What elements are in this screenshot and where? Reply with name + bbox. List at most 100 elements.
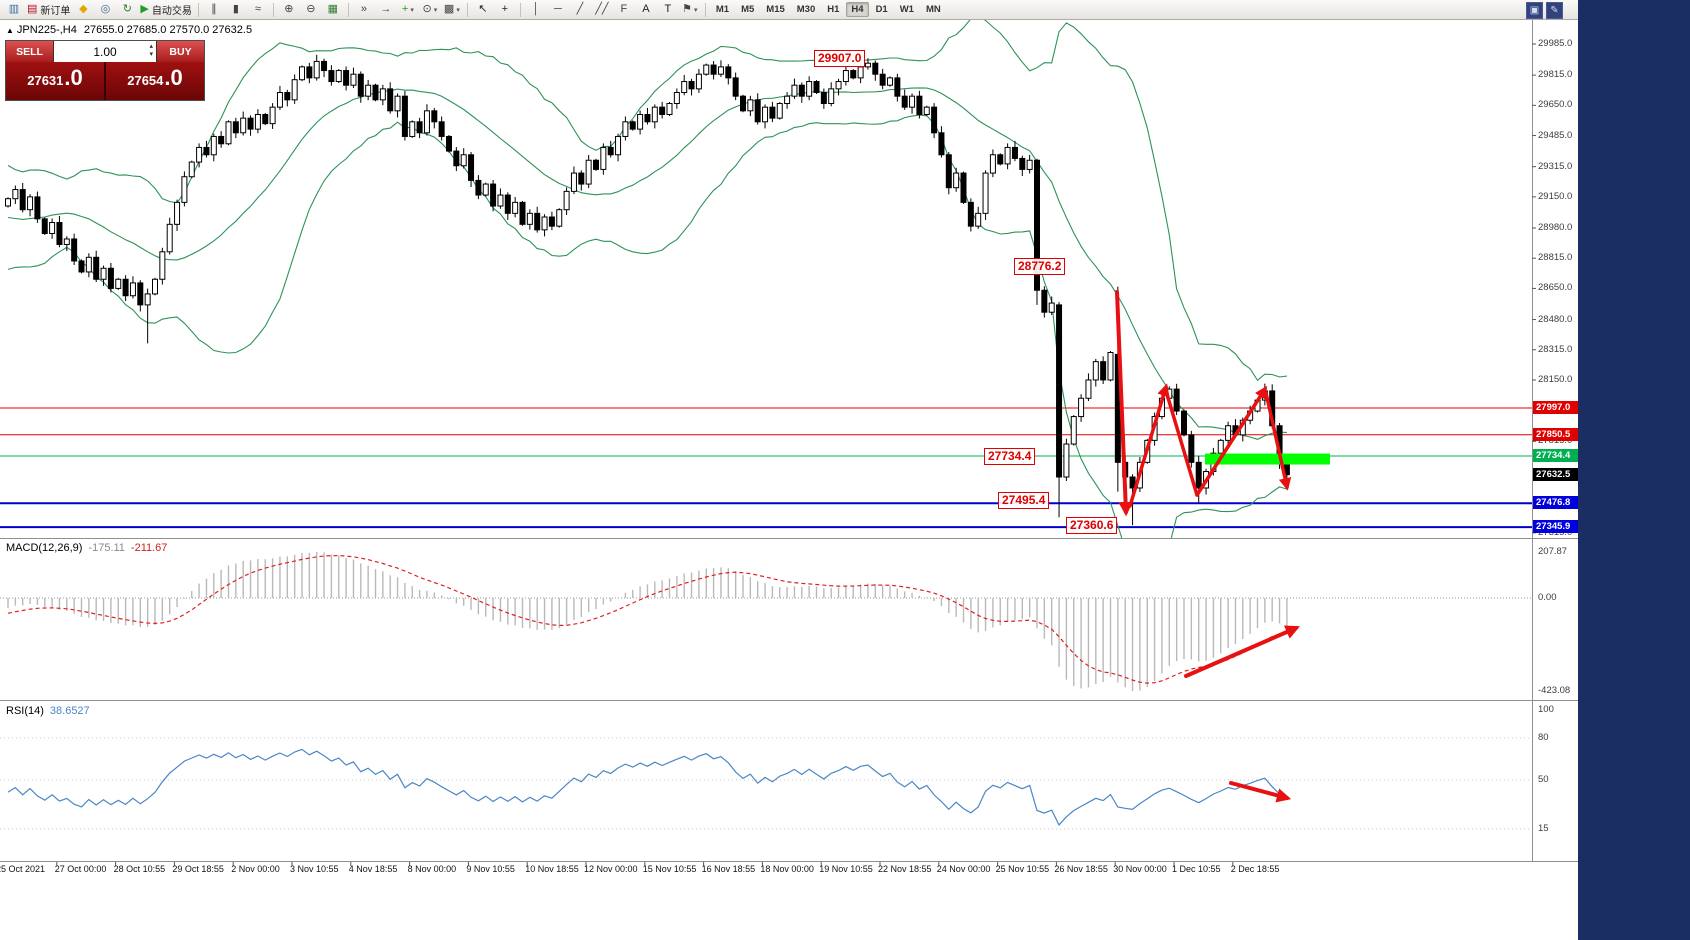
- annotation-arrow[interactable]: [1184, 625, 1300, 678]
- dock-edit-icon[interactable]: ✎: [1546, 2, 1563, 19]
- spinner-down-icon[interactable]: ▾: [149, 51, 153, 58]
- buy-price-main: 27654: [127, 73, 164, 88]
- macd-panel[interactable]: [0, 551, 1532, 692]
- macd-signal-line: [7, 554, 1288, 684]
- chart-shift-icon-glyph: →: [380, 3, 392, 15]
- crosshair-icon-glyph: +: [501, 3, 509, 15]
- annotation-arrow[interactable]: [1164, 389, 1199, 497]
- arrows-tool-icon-glyph: ⚑: [682, 3, 693, 15]
- arrows-tool-icon[interactable]: ⚑ ▾: [679, 1, 701, 18]
- periods-icon[interactable]: ⊙ ▾: [419, 1, 441, 18]
- auto-scroll-icon-glyph: »: [360, 3, 367, 15]
- metaeditor-icon[interactable]: ◆: [72, 1, 94, 18]
- autotrading-button[interactable]: ▶ 自动交易: [138, 1, 193, 18]
- chart-shift-icon[interactable]: →: [375, 1, 397, 18]
- dock-restore-icon[interactable]: ▣: [1526, 2, 1543, 19]
- volume-input[interactable]: 1.00 ▴ ▾: [53, 41, 157, 62]
- annotation-arrow[interactable]: [1195, 385, 1268, 497]
- label-icon-glyph: T: [664, 3, 672, 15]
- text-icon[interactable]: A: [635, 1, 657, 18]
- bar-chart-icon-glyph: ∥: [211, 3, 217, 15]
- sell-price-button[interactable]: 27631 .0: [6, 62, 104, 100]
- chevron-down-icon: ▾: [694, 6, 698, 14]
- annotation-arrow[interactable]: [1115, 290, 1133, 517]
- periods-icon-glyph: ⊙: [422, 3, 432, 15]
- cursor-icon[interactable]: ↖: [472, 1, 494, 18]
- crosshair-icon[interactable]: +: [494, 1, 516, 18]
- toolbar-separator: [519, 2, 521, 17]
- sell-price-pips: .0: [64, 65, 83, 90]
- autotrading-glyph: ▶: [140, 3, 149, 15]
- timeframe-H1[interactable]: H1: [827, 4, 840, 15]
- timeframe-M15[interactable]: M15: [766, 4, 785, 15]
- bollinger-band-line: [7, 114, 1288, 538]
- timeframe-H4[interactable]: H4: [846, 2, 869, 17]
- templates-icon[interactable]: ▩ ▾: [441, 1, 463, 18]
- toolbar-separator: [466, 2, 468, 17]
- timeframe-MN[interactable]: MN: [925, 4, 941, 15]
- fibonacci-icon-glyph: F: [620, 3, 628, 15]
- candlestick-chart-icon-glyph: ▮: [232, 3, 239, 15]
- timeframe-M30[interactable]: M30: [796, 4, 816, 15]
- metaeditor-icon-glyph: ◆: [79, 3, 88, 15]
- spinner-up-icon[interactable]: ▴: [149, 43, 153, 50]
- buy-price-pips: .0: [164, 65, 183, 90]
- rsi-panel[interactable]: [0, 737, 1532, 830]
- timeframe-W1[interactable]: W1: [899, 4, 914, 15]
- horizontal-line-icon-glyph: ─: [553, 3, 562, 15]
- chevron-down-icon: ▾: [433, 6, 438, 14]
- volume-spinner[interactable]: ▴ ▾: [149, 43, 153, 59]
- rsi-line: [7, 748, 1288, 826]
- annotation-arrow[interactable]: [1128, 383, 1170, 508]
- dock-icons: ▣ ✎: [1526, 2, 1563, 19]
- green-zone-rectangle[interactable]: [1205, 453, 1330, 465]
- label-icon[interactable]: T: [657, 1, 679, 18]
- horizontal-line-icon[interactable]: ─: [547, 1, 569, 18]
- new-order-button-label: 新订单: [40, 6, 71, 17]
- fibonacci-icon[interactable]: F: [613, 1, 635, 18]
- annotation-arrow[interactable]: [1264, 391, 1292, 491]
- templates-icon-glyph: ▩: [443, 3, 455, 15]
- zoom-in-icon[interactable]: ⊕: [278, 1, 300, 18]
- new-order-button[interactable]: ▤ 新订单: [25, 1, 72, 18]
- line-chart-icon[interactable]: ≈: [247, 1, 269, 18]
- buy-price-button[interactable]: 27654 .0: [104, 62, 204, 100]
- toolbar-separator: [197, 2, 199, 17]
- one-click-trading-widget: SELL 1.00 ▴ ▾ BUY 27631 .0 27654 .0: [5, 40, 205, 101]
- zoom-out-icon[interactable]: ⊖: [300, 1, 322, 18]
- timeframe-D1[interactable]: D1: [875, 4, 888, 15]
- refresh-icon-glyph: ↻: [122, 3, 133, 15]
- timeframe-M5[interactable]: M5: [741, 4, 755, 15]
- strategy-tester-icon-glyph: ◎: [100, 3, 111, 15]
- bollinger-band-line: [7, 20, 1287, 382]
- annotation-arrow[interactable]: [1229, 781, 1292, 803]
- text-icon-glyph: A: [642, 3, 650, 15]
- toolbar-separator: [704, 2, 706, 17]
- bar-chart-icon[interactable]: ∥: [203, 1, 225, 18]
- timeframe-M1[interactable]: M1: [715, 4, 730, 15]
- trendline-icon[interactable]: ╱: [569, 1, 591, 18]
- charts-window-icon-glyph: ▥: [8, 3, 20, 15]
- volume-value: 1.00: [93, 44, 117, 59]
- indicators-icon-glyph: +: [401, 3, 409, 15]
- auto-scroll-icon[interactable]: »: [353, 1, 375, 18]
- vertical-line-icon[interactable]: │: [525, 1, 547, 18]
- refresh-icon[interactable]: ↻: [116, 1, 138, 18]
- zoom-out-icon-glyph: ⊖: [306, 3, 316, 15]
- line-chart-icon-glyph: ≈: [254, 3, 261, 15]
- candlestick-chart-icon[interactable]: ▮: [225, 1, 247, 18]
- toolbar: ▥ ▤ 新订单 ◆ ◎ ↻ ▶ 自动交易 ∥ ▮ ≈ ⊕ ⊖ ▦» → + ▾ ⊙ ▾ ▩ ▾ ↖ + │ ─ ╱ ╱╱ F A T ⚑ ▾ M…: [0, 0, 1578, 20]
- trendline-icon-glyph: ╱: [576, 3, 584, 15]
- vertical-line-icon-glyph: │: [532, 3, 540, 15]
- indicators-icon[interactable]: + ▾: [397, 1, 419, 18]
- channel-icon[interactable]: ╱╱: [591, 1, 613, 18]
- sell-button[interactable]: SELL: [6, 41, 53, 62]
- buy-button[interactable]: BUY: [157, 41, 204, 62]
- strategy-tester-icon[interactable]: ◎: [94, 1, 116, 18]
- main-chart-panel[interactable]: [0, 17, 1532, 581]
- tile-windows-icon[interactable]: ▦: [322, 1, 344, 18]
- charts-window-icon[interactable]: ▥: [3, 1, 25, 18]
- chevron-down-icon: ▾: [410, 6, 414, 14]
